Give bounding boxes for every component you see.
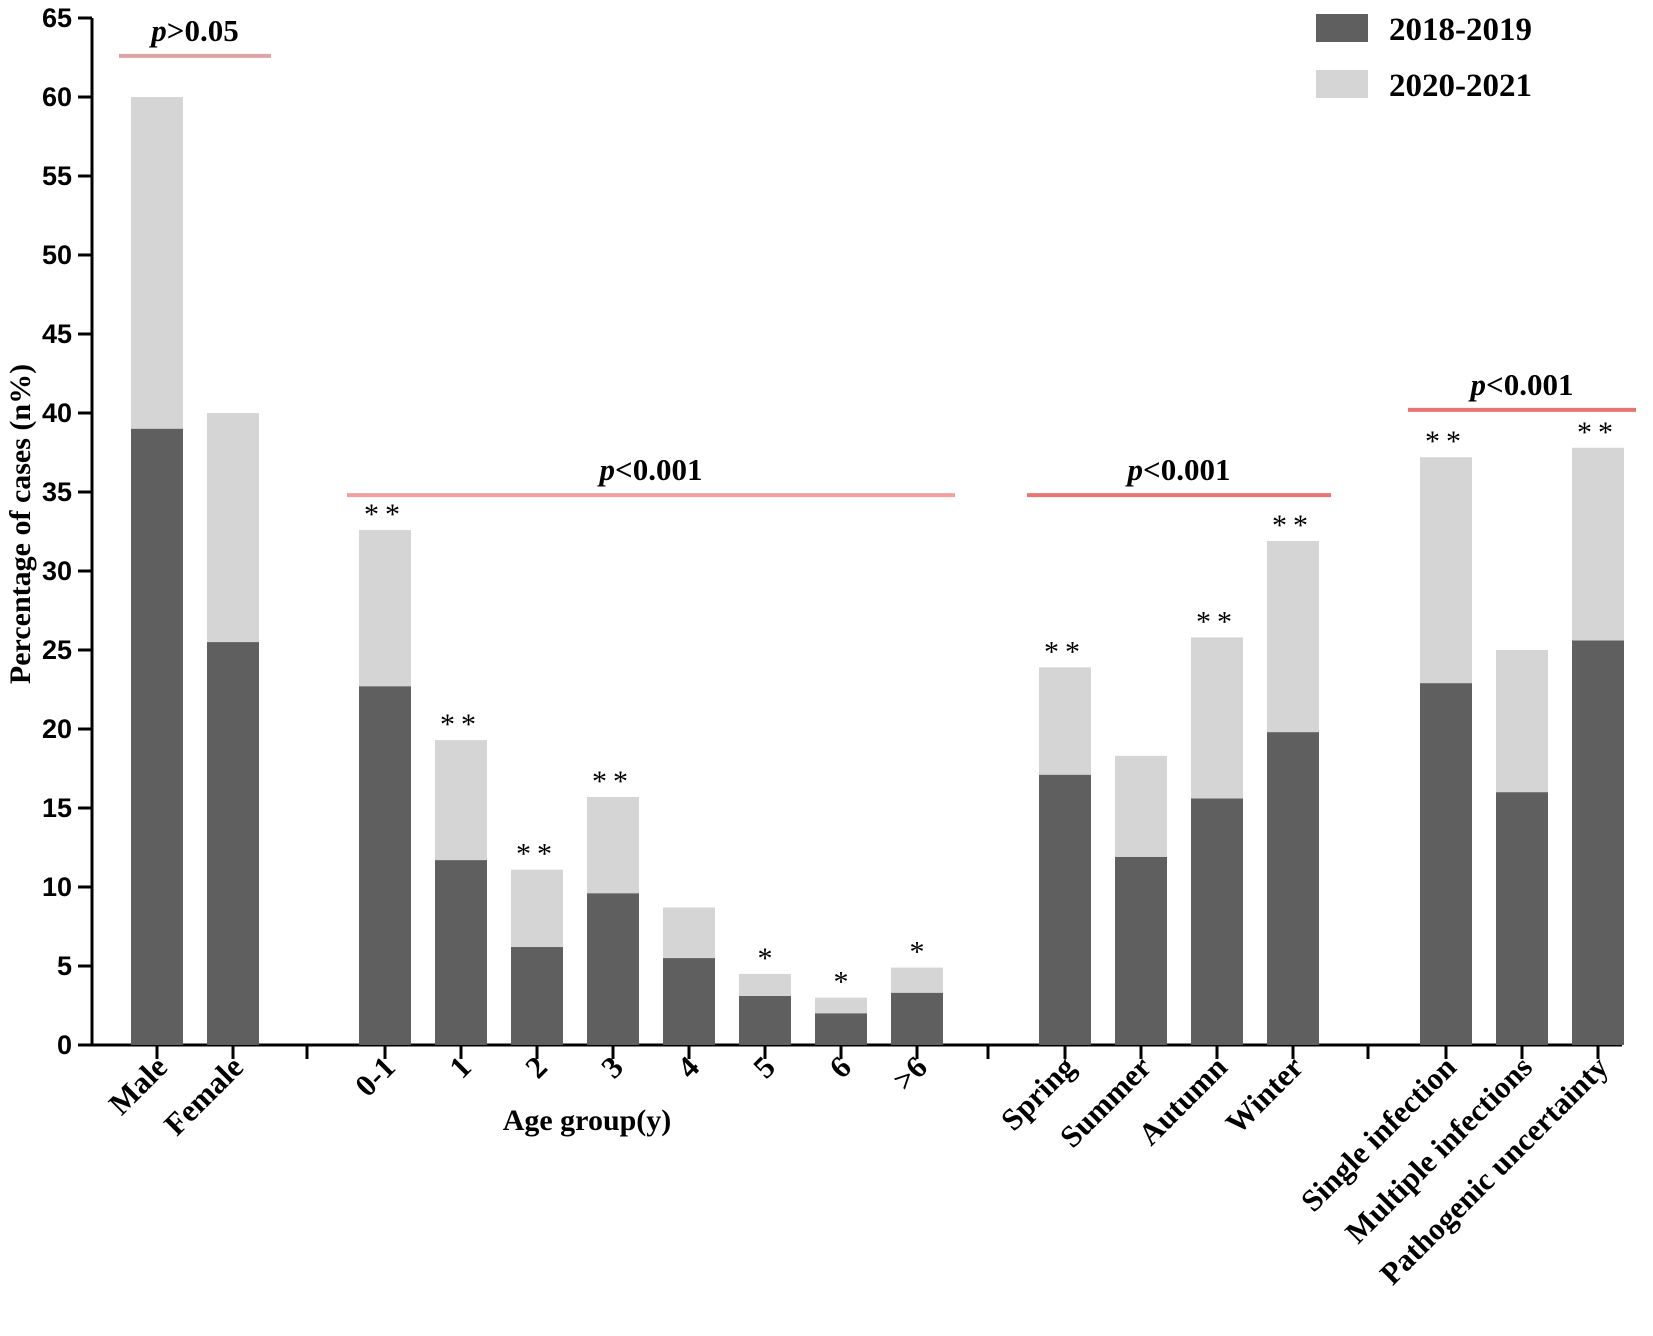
bar-2020-2021 — [1572, 447, 1624, 641]
bar-2020-2021 — [587, 796, 639, 894]
significance-mark: ** — [592, 765, 634, 798]
legend-swatch — [1316, 14, 1368, 42]
y-tick-label: 20 — [42, 714, 72, 744]
p-value-label: p>0.05 — [148, 13, 238, 48]
annotations: p>0.05***********p<0.001******p<0.001** *… — [119, 13, 1636, 999]
bar-2018-2019 — [1191, 798, 1243, 1045]
bar-2018-2019 — [511, 947, 563, 1045]
significance-mark: ** — [1425, 425, 1467, 458]
bar-2020-2021 — [511, 869, 563, 948]
bar-2020-2021 — [1191, 637, 1243, 799]
y-tick-label: 60 — [42, 82, 72, 112]
bar-2018-2019 — [1572, 640, 1624, 1045]
bar-2018-2019 — [739, 996, 791, 1045]
y-tick-label: 0 — [57, 1030, 72, 1060]
bar-2020-2021 — [207, 413, 259, 643]
bar-2018-2019 — [1496, 792, 1548, 1045]
significance-mark: * — [758, 942, 773, 975]
y-tick-label: 30 — [42, 556, 72, 586]
bar-2020-2021 — [1267, 540, 1319, 733]
y-tick-label: 65 — [42, 3, 72, 33]
significance-mark: ** — [440, 708, 482, 741]
bar-2020-2021 — [1039, 667, 1091, 775]
y-tick-label: 15 — [42, 793, 72, 823]
bar-2018-2019 — [663, 958, 715, 1045]
bar-2018-2019 — [1115, 856, 1167, 1045]
bar-2020-2021 — [891, 967, 943, 993]
bar-2018-2019 — [359, 686, 411, 1045]
bars — [131, 97, 1624, 1045]
bar-2018-2019 — [207, 642, 259, 1045]
legend: 2018-2019 2020-2021 — [1316, 12, 1532, 104]
bar-2020-2021 — [663, 907, 715, 959]
bar-2020-2021 — [739, 973, 791, 997]
y-tick-label: 5 — [57, 951, 72, 981]
y-tick-label: 35 — [42, 477, 72, 507]
bar-2018-2019 — [587, 893, 639, 1045]
y-tick-label: 10 — [42, 872, 72, 902]
bar-2020-2021 — [1115, 755, 1167, 857]
significance-mark: ** — [1577, 416, 1619, 449]
bar-2020-2021 — [1496, 650, 1548, 793]
bar-2018-2019 — [1267, 732, 1319, 1045]
bar-2018-2019 — [815, 1013, 867, 1045]
bar-2018-2019 — [1420, 683, 1472, 1045]
bar-2018-2019 — [891, 992, 943, 1045]
significance-mark: ** — [1044, 635, 1086, 668]
y-tick-label: 45 — [42, 319, 72, 349]
y-axis-title: Percentage of cases (n%) — [4, 364, 37, 684]
p-value-label: p<0.001 — [1125, 452, 1231, 487]
y-tick-label: 40 — [42, 398, 72, 428]
bar-2020-2021 — [435, 740, 487, 861]
y-tick-label: 55 — [42, 161, 72, 191]
y-tick-label: 50 — [42, 240, 72, 270]
x-category-label: Female — [157, 1049, 250, 1142]
bar-2020-2021 — [359, 529, 411, 687]
bar-2018-2019 — [435, 860, 487, 1045]
x-category-label: >6 — [886, 1049, 934, 1097]
significance-mark: ** — [1196, 605, 1238, 638]
bar-2020-2021 — [815, 997, 867, 1014]
bar-2018-2019 — [1039, 774, 1091, 1045]
legend-swatch — [1316, 70, 1368, 98]
bar-2020-2021 — [1420, 457, 1472, 684]
y-tick-label: 25 — [42, 635, 72, 665]
legend-label: 2020-2021 — [1389, 68, 1532, 104]
p-value-label: p<0.001 — [1468, 367, 1574, 402]
p-value-label: p<0.001 — [597, 452, 703, 487]
bar-2018-2019 — [131, 428, 183, 1045]
x-category-label: 0-1 — [348, 1049, 402, 1103]
significance-mark: ** — [1272, 509, 1314, 542]
bar-2020-2021 — [131, 97, 183, 429]
x-category-label: Winter — [1219, 1049, 1310, 1140]
significance-mark: ** — [364, 498, 406, 531]
x-axis-title-age: Age group(y) — [503, 1104, 672, 1137]
significance-mark: * — [910, 936, 925, 969]
legend-label: 2018-2019 — [1389, 12, 1532, 48]
significance-mark: * — [834, 966, 849, 999]
significance-mark: ** — [516, 838, 558, 871]
